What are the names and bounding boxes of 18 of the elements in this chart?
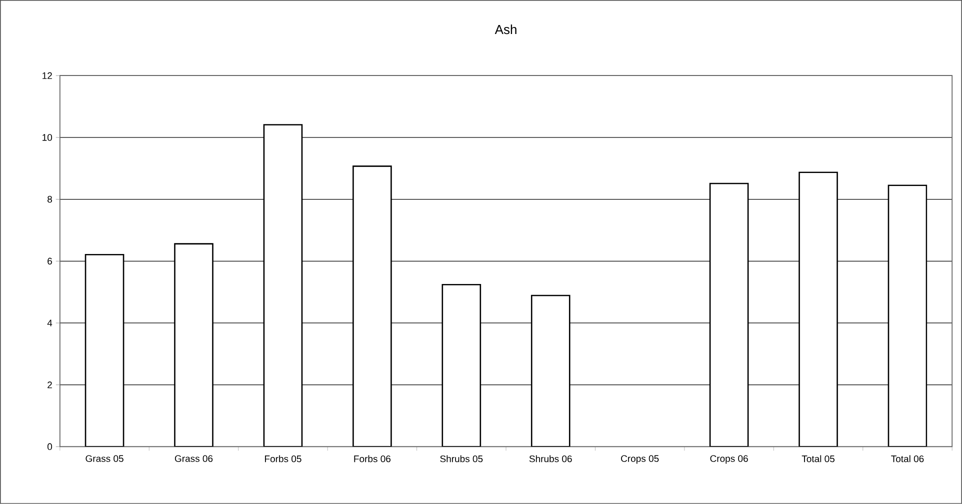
x-tick-label: Grass 05 [86,455,124,462]
x-tick-label: Forbs 06 [354,455,390,462]
y-tick-label: 4 [47,320,52,326]
y-tick-label: 6 [48,258,52,265]
y-tick-label: 10 [42,134,52,141]
chart-title: Ash [494,24,516,34]
x-tick-label: Shrubs 06 [529,455,572,462]
x-tick-label: Shrubs 05 [440,455,483,462]
y-tick-label: 2 [48,382,52,388]
y-tick-label: 0 [47,443,52,450]
x-tick-label: Total 05 [802,455,835,462]
x-tick-label: Grass 06 [174,455,213,462]
y-tick-label: 8 [48,196,52,203]
x-tick-label: Crops 05 [621,455,659,464]
x-tick-label: Crops 06 [710,455,748,464]
y-tick-label: 12 [42,72,52,79]
x-tick-label: Forbs 05 [265,455,302,462]
x-tick-label: Total 06 [891,455,924,462]
